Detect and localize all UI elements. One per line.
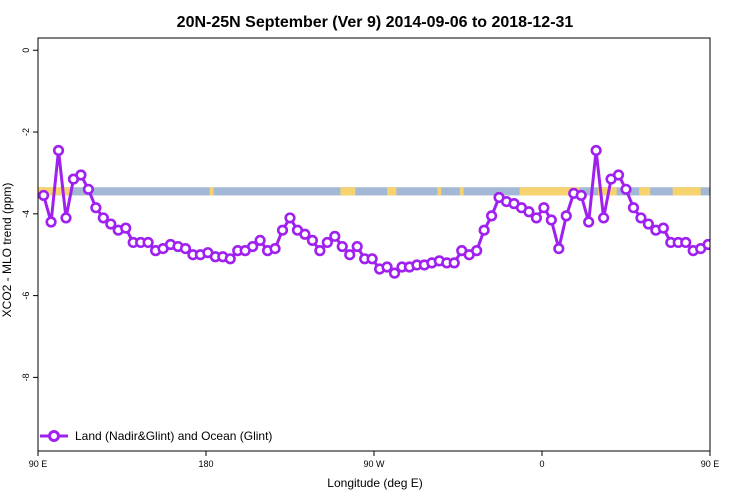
map-land-segment	[672, 187, 701, 196]
data-point	[52, 144, 65, 157]
data-point	[314, 245, 326, 257]
x-axis-label: Longitude (deg E)	[327, 476, 422, 490]
data-point	[575, 189, 587, 202]
map-land-segment	[437, 187, 442, 196]
data-point	[299, 228, 311, 240]
x-tick-label: 0	[539, 459, 544, 469]
map-land-segment	[710, 187, 725, 195]
data-point	[351, 240, 363, 253]
data-point	[276, 224, 289, 236]
x-tick-label: 90 E	[29, 459, 48, 469]
y-tick-label: -4	[21, 210, 31, 218]
data-point	[82, 183, 94, 195]
data-point	[142, 236, 154, 249]
data-point	[635, 212, 647, 224]
y-axis-label: XCO2 - MLO trend (ppm)	[0, 183, 14, 318]
data-point	[642, 218, 655, 230]
data-point	[306, 234, 319, 247]
map-land-segment	[519, 187, 580, 196]
data-point	[583, 216, 595, 228]
data-point	[45, 216, 57, 228]
y-tick-label: -6	[21, 292, 31, 300]
data-point	[38, 189, 50, 202]
data-point	[478, 224, 490, 236]
data-point	[284, 212, 296, 224]
chart-title: 20N-25N September (Ver 9) 2014-09-06 to …	[177, 14, 574, 31]
data-point	[523, 206, 535, 218]
y-tick-label: -8	[21, 373, 31, 381]
x-tick-label: 90 E	[701, 459, 720, 469]
y-tick-label: 0	[21, 48, 31, 53]
data-point	[471, 245, 483, 257]
legend: Land (Nadir&Glint) and Ocean (Glint)	[40, 429, 272, 443]
data-point	[612, 169, 625, 181]
data-point	[553, 242, 565, 255]
data-point	[344, 249, 356, 261]
data-point	[75, 169, 87, 181]
data-point	[560, 210, 572, 222]
data-point	[702, 238, 710, 251]
data-point	[179, 242, 192, 255]
data-point	[545, 214, 557, 226]
data-point	[329, 230, 341, 242]
data-point	[448, 257, 460, 269]
data-point	[538, 202, 550, 214]
data-point	[597, 212, 610, 224]
data-point	[366, 253, 378, 265]
data-point	[486, 210, 498, 222]
data-point	[224, 253, 236, 265]
data-point	[381, 261, 393, 273]
data-point	[105, 218, 117, 230]
data-point	[90, 202, 102, 214]
data-point	[657, 222, 669, 234]
data-point	[321, 236, 333, 249]
x-tick-label: 90 W	[363, 459, 385, 469]
x-tick-label: 180	[198, 459, 213, 469]
data-point	[336, 240, 348, 253]
data-point	[590, 144, 602, 157]
legend-marker	[48, 430, 60, 442]
map-land-segment	[387, 187, 397, 196]
map-land-segment	[459, 187, 464, 196]
data-point	[530, 212, 543, 224]
y-tick-label: -2	[21, 128, 31, 136]
data-point	[269, 242, 281, 255]
data-point	[620, 183, 632, 195]
data-point	[120, 222, 132, 234]
data-point	[60, 212, 72, 224]
map-ocean-band	[38, 187, 710, 196]
plot-area	[37, 37, 725, 452]
data-point	[627, 202, 640, 214]
legend-label: Land (Nadir&Glint) and Ocean (Glint)	[75, 429, 272, 443]
data-point	[247, 240, 259, 253]
data-point	[254, 234, 266, 247]
map-land-segment	[639, 187, 651, 196]
series-layer	[38, 144, 710, 279]
y-axis: 0 -2 -4 -6 -8	[21, 48, 38, 381]
x-axis: 90 E 180 90 W 0 90 E	[29, 451, 720, 469]
data-point	[97, 212, 109, 224]
map-land-segment	[340, 187, 356, 196]
data-point	[680, 236, 692, 249]
data-point	[388, 267, 401, 279]
map-land-segment	[209, 187, 214, 196]
